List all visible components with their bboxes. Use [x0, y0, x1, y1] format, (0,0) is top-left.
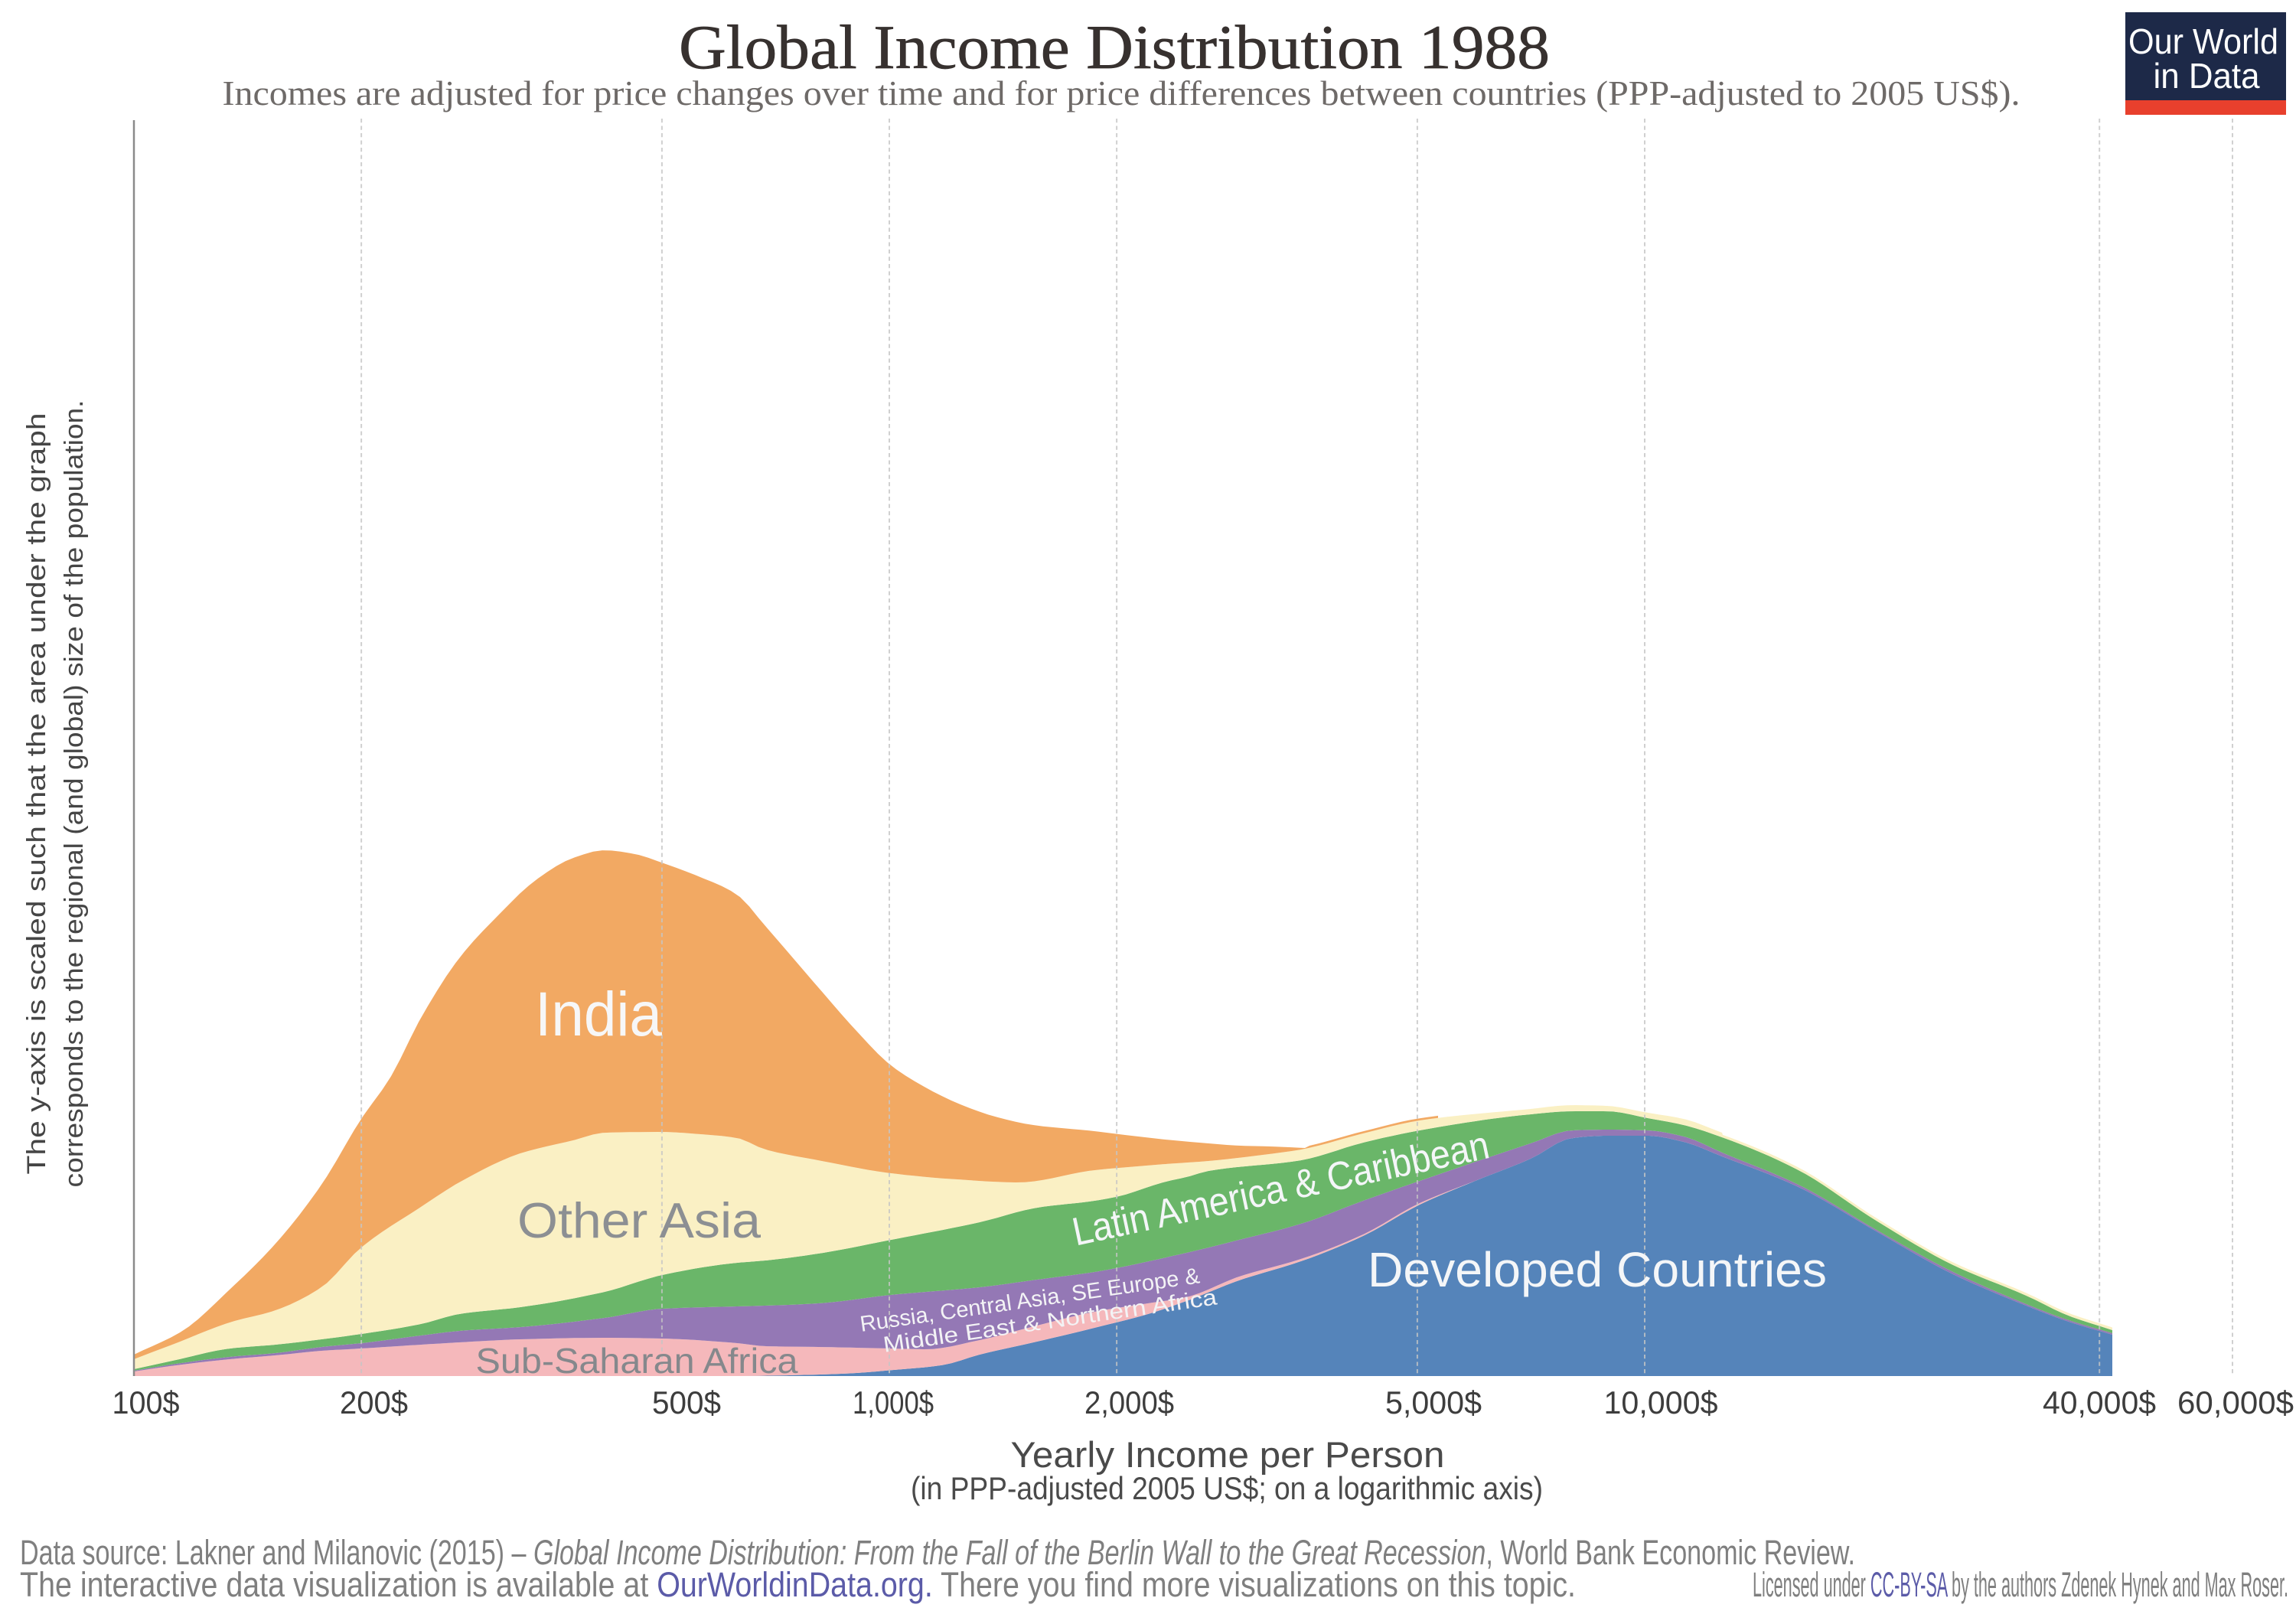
svg-text:100$: 100$ [113, 1384, 180, 1420]
svg-text:Incomes are adjusted for price: Incomes are adjusted for price changes o… [223, 73, 2020, 113]
svg-text:Sub-Saharan Africa: Sub-Saharan Africa [476, 1341, 798, 1381]
svg-text:Our World: Our World [2128, 21, 2278, 61]
svg-text:200$: 200$ [340, 1384, 408, 1420]
svg-text:5,000$: 5,000$ [1385, 1384, 1482, 1420]
svg-text:1,000$: 1,000$ [853, 1384, 934, 1420]
svg-text:60,000$: 60,000$ [2177, 1384, 2294, 1420]
svg-text:Licensed under CC-BY-SA by the: Licensed under CC-BY-SA by the authors Z… [1753, 1565, 2288, 1604]
svg-text:(in PPP-adjusted 2005 US$; on: (in PPP-adjusted 2005 US$; on a logarith… [911, 1470, 1543, 1506]
svg-text:Global Income Distribution 198: Global Income Distribution 1988 [679, 12, 1550, 82]
svg-text:10,000$: 10,000$ [1604, 1384, 1718, 1420]
svg-text:corresponds to the regional (a: corresponds to the regional (and global)… [60, 400, 89, 1188]
svg-text:The interactive data visualiza: The interactive data visualization is av… [20, 1565, 1576, 1604]
svg-text:500$: 500$ [652, 1384, 721, 1420]
svg-text:40,000$: 40,000$ [2043, 1384, 2156, 1420]
svg-text:Developed Countries: Developed Countries [1368, 1242, 1827, 1297]
svg-text:Yearly Income per Person: Yearly Income per Person [1011, 1434, 1445, 1475]
svg-text:Other Asia: Other Asia [517, 1192, 762, 1248]
svg-text:2,000$: 2,000$ [1084, 1384, 1174, 1420]
svg-text:in Data: in Data [2154, 56, 2260, 96]
svg-text:Data source: Lakner and Milano: Data source: Lakner and Milanovic (2015)… [20, 1533, 1855, 1572]
svg-text:India: India [535, 980, 662, 1049]
svg-text:The y-axis is scaled such that: The y-axis is scaled such that the area … [22, 413, 51, 1175]
